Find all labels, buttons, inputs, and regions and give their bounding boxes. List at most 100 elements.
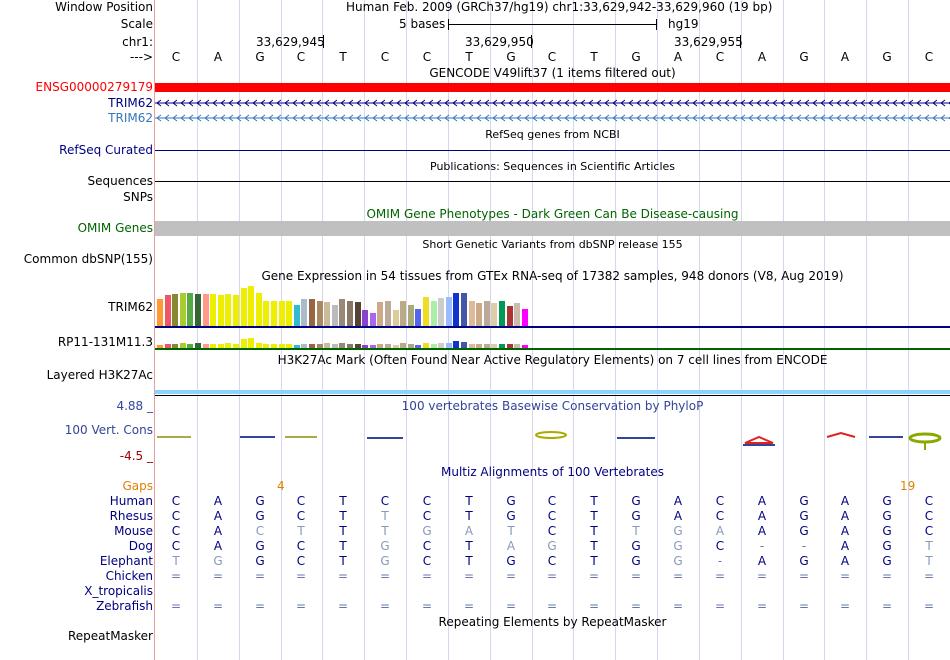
gtex-tissue-bar[interactable] <box>301 344 308 348</box>
common-dbsnp-label[interactable]: Common dbSNP(155) <box>23 252 153 266</box>
gtex-tissue-bar[interactable] <box>354 302 361 326</box>
gtex-tissue-bar[interactable] <box>476 303 483 326</box>
trim62-transcript-1[interactable] <box>155 97 950 109</box>
species-label[interactable]: Chicken <box>105 569 153 583</box>
gtex-rp11-bars[interactable] <box>157 337 537 348</box>
gtex-tissue-bar[interactable] <box>293 305 300 326</box>
species-label[interactable]: X_tropicalis <box>84 584 153 598</box>
gtex-tissue-bar[interactable] <box>407 344 414 348</box>
gtex-tissue-bar[interactable] <box>172 294 179 326</box>
gtex-tissue-bar[interactable] <box>248 286 255 326</box>
gtex-tissue-bar[interactable] <box>377 302 384 326</box>
gtex-trim62-bars[interactable] <box>157 285 537 326</box>
gtex-tissue-bar[interactable] <box>521 309 528 326</box>
gtex-tissue-bar[interactable] <box>331 344 338 348</box>
gtex-tissue-bar[interactable] <box>324 343 331 348</box>
gtex-tissue-bar[interactable] <box>415 345 422 348</box>
refseq-curated-line[interactable] <box>155 150 950 151</box>
gtex-tissue-bar[interactable] <box>240 339 247 348</box>
gtex-tissue-bar[interactable] <box>217 295 224 326</box>
gtex-tissue-bar[interactable] <box>278 344 285 348</box>
gtex-gene-trim62-label[interactable]: TRIM62 <box>108 300 153 314</box>
gtex-tissue-bar[interactable] <box>233 295 239 326</box>
gtex-tissue-bar[interactable] <box>468 344 475 348</box>
gtex-tissue-bar[interactable] <box>271 301 277 326</box>
gtex-tissue-bar[interactable] <box>453 293 460 326</box>
omim-genes-label[interactable]: OMIM Genes <box>77 221 153 235</box>
gtex-tissue-bar[interactable] <box>255 343 262 348</box>
gtex-tissue-bar[interactable] <box>491 344 498 348</box>
layered-h3k27ac-label[interactable]: Layered H3K27Ac <box>46 368 153 382</box>
gtex-tissue-bar[interactable] <box>521 345 528 348</box>
gtex-tissue-bar[interactable] <box>438 298 445 326</box>
gencode-track-title[interactable]: GENCODE V49lift37 (1 items filtered out) <box>429 66 676 80</box>
gtex-tissue-bar[interactable] <box>347 344 353 348</box>
gtex-tissue-bar[interactable] <box>362 310 369 326</box>
gtex-tissue-bar[interactable] <box>476 344 483 348</box>
repeatmasker-track-title[interactable]: Repeating Elements by RepeatMasker <box>438 615 667 629</box>
gencode-item-trim62-2[interactable]: TRIM62 <box>108 111 153 125</box>
phylop-wiggle[interactable] <box>155 425 950 453</box>
gtex-tissue-bar[interactable] <box>324 302 331 326</box>
gtex-tissue-bar[interactable] <box>461 293 467 326</box>
gtex-tissue-bar[interactable] <box>316 344 323 348</box>
gtex-tissue-bar[interactable] <box>263 301 270 326</box>
gtex-tissue-bar[interactable] <box>195 294 201 326</box>
gtex-tissue-bar[interactable] <box>164 295 171 326</box>
omim-track-title[interactable]: OMIM Gene Phenotypes - Dark Green Can Be… <box>366 207 739 221</box>
gtex-tissue-bar[interactable] <box>309 299 315 326</box>
gtex-tissue-bar[interactable] <box>499 301 505 326</box>
gtex-tissue-bar[interactable] <box>179 343 186 348</box>
gtex-tissue-bar[interactable] <box>187 293 194 326</box>
gtex-tissue-bar[interactable] <box>385 344 391 348</box>
gtex-tissue-bar[interactable] <box>286 301 293 326</box>
gtex-tissue-bar[interactable] <box>445 343 452 348</box>
gtex-tissue-bar[interactable] <box>202 344 209 348</box>
gtex-tissue-bar[interactable] <box>369 345 376 348</box>
gtex-tissue-bar[interactable] <box>157 299 163 326</box>
species-label[interactable]: Human <box>109 494 153 508</box>
species-label[interactable]: Zebrafish <box>96 599 153 613</box>
species-label[interactable]: Rhesus <box>109 509 153 523</box>
gtex-tissue-bar[interactable] <box>202 294 209 326</box>
gtex-tissue-bar[interactable] <box>255 293 262 326</box>
gtex-tissue-bar[interactable] <box>316 301 323 326</box>
sequences-label[interactable]: Sequences <box>87 174 153 188</box>
gtex-tissue-bar[interactable] <box>286 344 293 348</box>
gtex-tissue-bar[interactable] <box>514 344 521 348</box>
species-label[interactable]: Elephant <box>99 554 153 568</box>
omim-gene-bar[interactable] <box>155 221 950 236</box>
snps-label[interactable]: SNPs <box>123 190 153 204</box>
gtex-tissue-bar[interactable] <box>195 343 201 348</box>
gtex-tissue-bar[interactable] <box>271 344 277 348</box>
gtex-tissue-bar[interactable] <box>506 306 513 326</box>
gtex-tissue-bar[interactable] <box>210 344 217 348</box>
phylop-track-title[interactable]: 100 vertebrates Basewise Conservation by… <box>401 399 704 413</box>
gtex-tissue-bar[interactable] <box>240 288 247 326</box>
gencode-item-trim62-1[interactable]: TRIM62 <box>108 96 153 110</box>
gtex-tissue-bar[interactable] <box>157 345 163 348</box>
h3k27ac-signal[interactable] <box>155 390 950 394</box>
gtex-tissue-bar[interactable] <box>362 345 369 348</box>
gtex-tissue-bar[interactable] <box>392 345 399 348</box>
gtex-tissue-bar[interactable] <box>407 305 414 326</box>
gtex-tissue-bar[interactable] <box>506 344 513 348</box>
gtex-tissue-bar[interactable] <box>248 338 255 348</box>
dbsnp-track-title[interactable]: Short Genetic Variants from dbSNP releas… <box>422 238 683 251</box>
gtex-tissue-bar[interactable] <box>483 344 490 348</box>
gtex-tissue-bar[interactable] <box>423 343 429 348</box>
gtex-tissue-bar[interactable] <box>225 294 232 326</box>
gtex-tissue-bar[interactable] <box>354 344 361 348</box>
gtex-tissue-bar[interactable] <box>499 344 505 348</box>
cons-label[interactable]: 100 Vert. Cons <box>64 423 153 437</box>
gtex-tissue-bar[interactable] <box>415 309 422 326</box>
gtex-tissue-bar[interactable] <box>461 342 467 348</box>
gtex-tissue-bar[interactable] <box>309 344 315 348</box>
gtex-tissue-bar[interactable] <box>392 310 399 326</box>
gtex-tissue-bar[interactable] <box>233 344 239 348</box>
gtex-tissue-bar[interactable] <box>369 313 376 326</box>
gtex-tissue-bar[interactable] <box>423 297 429 326</box>
refseq-curated-label[interactable]: RefSeq Curated <box>59 143 153 157</box>
h3k27ac-track-title[interactable]: H3K27Ac Mark (Often Found Near Active Re… <box>277 353 828 367</box>
gencode-item-ensg[interactable]: ENSG00000279179 <box>35 80 153 94</box>
